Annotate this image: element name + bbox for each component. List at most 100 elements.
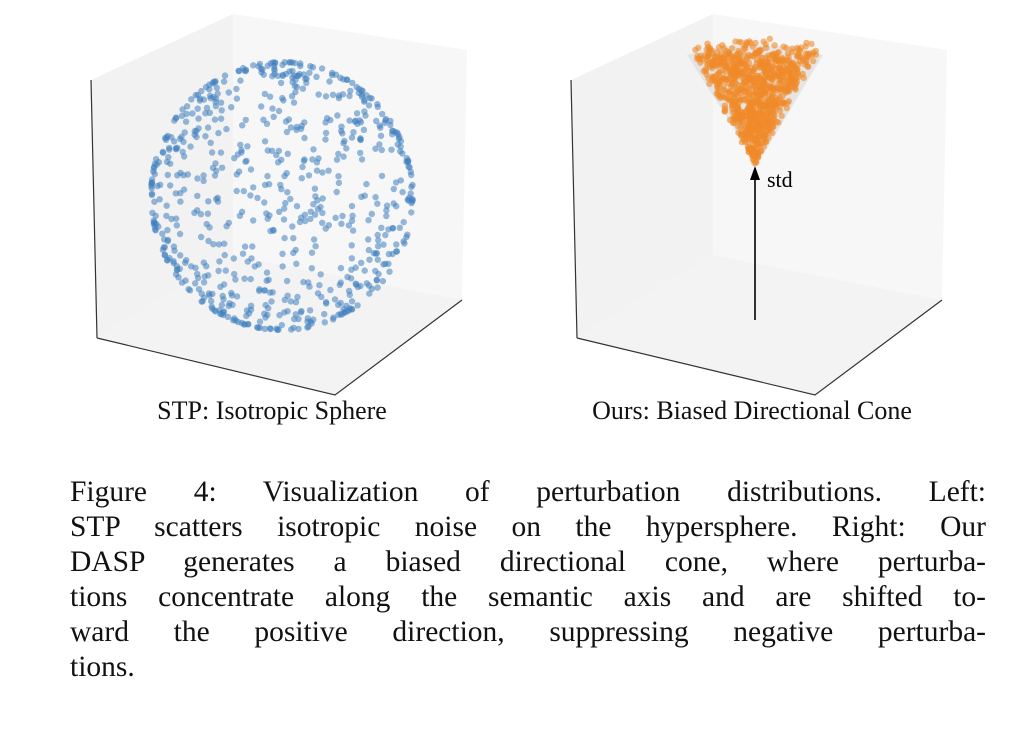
scatter-point [170, 259, 177, 267]
scatter-point [213, 84, 220, 92]
scatter-point [255, 261, 262, 268]
scatter-point [377, 132, 385, 139]
scatter-point [307, 208, 314, 215]
scatter-point [753, 102, 761, 110]
scatter-point [162, 135, 169, 142]
scatter-point [182, 277, 189, 284]
scatter-point [808, 40, 815, 48]
scatter-point [766, 35, 773, 42]
scatter-point [194, 192, 201, 200]
scatter-point [722, 76, 729, 83]
scatter-point [756, 85, 763, 92]
scatter-point [277, 79, 285, 87]
scatter-point [745, 139, 752, 146]
scatter-point [266, 325, 274, 332]
scatter-point [789, 71, 796, 79]
scatter-point [310, 236, 318, 243]
scatter-point [255, 63, 262, 70]
caption-line: DASP generates a biased directional cone… [70, 546, 986, 578]
scatter-point [776, 107, 784, 115]
scatter-point [148, 180, 155, 187]
scatter-point [393, 248, 400, 255]
scatter-point [300, 71, 307, 78]
scatter-point [788, 48, 796, 56]
scatter-point [758, 94, 765, 102]
scatter-point [269, 289, 276, 296]
scatter-point [400, 218, 407, 226]
scatter-point [365, 217, 372, 224]
scatter-point [779, 99, 787, 106]
scatter-point [748, 68, 755, 75]
scatter-point [159, 230, 166, 237]
scatter-point [289, 223, 296, 230]
scatter-point [312, 193, 319, 200]
scatter-point [284, 150, 291, 157]
scatter-point [279, 263, 286, 270]
scatter-point [736, 55, 743, 62]
scatter-point [322, 299, 330, 306]
scatter-point [325, 167, 332, 174]
scatter-point [233, 85, 240, 93]
scatter-point [704, 40, 711, 47]
scatter-point [334, 112, 341, 119]
scatter-point [228, 292, 236, 299]
scatter-point [166, 146, 173, 153]
scatter-point [335, 173, 342, 180]
scatter-point [728, 82, 735, 90]
scatter-point [299, 163, 306, 171]
scatter-point [211, 307, 218, 314]
scatter-point [373, 117, 380, 125]
floor-pane [577, 255, 942, 395]
std-arrow-head-icon [750, 166, 760, 180]
scatter-point [275, 326, 282, 333]
scatter-point [188, 96, 195, 103]
scatter-point [396, 224, 403, 231]
scatter-point [405, 163, 412, 170]
scatter-point [773, 100, 780, 108]
scatter-point [211, 172, 219, 179]
scatter-point [200, 279, 208, 286]
scatter-point [335, 179, 343, 187]
scatter-point [783, 44, 790, 52]
scatter-point [203, 220, 210, 228]
scatter-point [173, 114, 180, 121]
scatter-point [765, 88, 772, 95]
scatter-point [276, 312, 283, 319]
scatter-point [318, 65, 326, 72]
scatter-point [231, 155, 238, 162]
scatter-point [281, 234, 288, 242]
figure-caption: Figure 4: Visualization of perturbation … [70, 475, 986, 685]
scatter-point [279, 250, 286, 257]
scatter-point [212, 160, 219, 167]
scatter-point [203, 104, 211, 112]
scatter-point [351, 118, 359, 125]
scatter-point [178, 112, 186, 120]
scatter-point [266, 212, 273, 219]
scatter-point [215, 129, 222, 137]
scatter-point [349, 212, 356, 219]
scatter-point [277, 181, 284, 189]
scatter-point [284, 292, 291, 299]
scatter-point [243, 157, 250, 165]
scatter-point [301, 134, 308, 142]
scatter-point [323, 115, 331, 122]
scatter-point [288, 93, 296, 100]
scatter-point [306, 283, 313, 290]
cone-plot-panel: std [570, 14, 947, 396]
scatter-point [332, 71, 340, 78]
scatter-point [374, 284, 381, 291]
scatter-point [394, 141, 401, 148]
scatter-point [349, 79, 356, 87]
scatter-point [783, 104, 790, 112]
scatter-point [310, 201, 317, 208]
scatter-point [715, 69, 723, 77]
scatter-point [346, 117, 353, 124]
scatter-point [760, 143, 768, 150]
caption-line: ward the positive direction, suppressing… [70, 616, 986, 648]
caption-line: tions concentrate along the semantic axi… [70, 581, 986, 613]
scatter-point [175, 274, 182, 281]
scatter-point [261, 90, 269, 98]
scatter-point [352, 264, 359, 271]
scatter-point [798, 44, 805, 51]
scatter-point [322, 129, 330, 137]
